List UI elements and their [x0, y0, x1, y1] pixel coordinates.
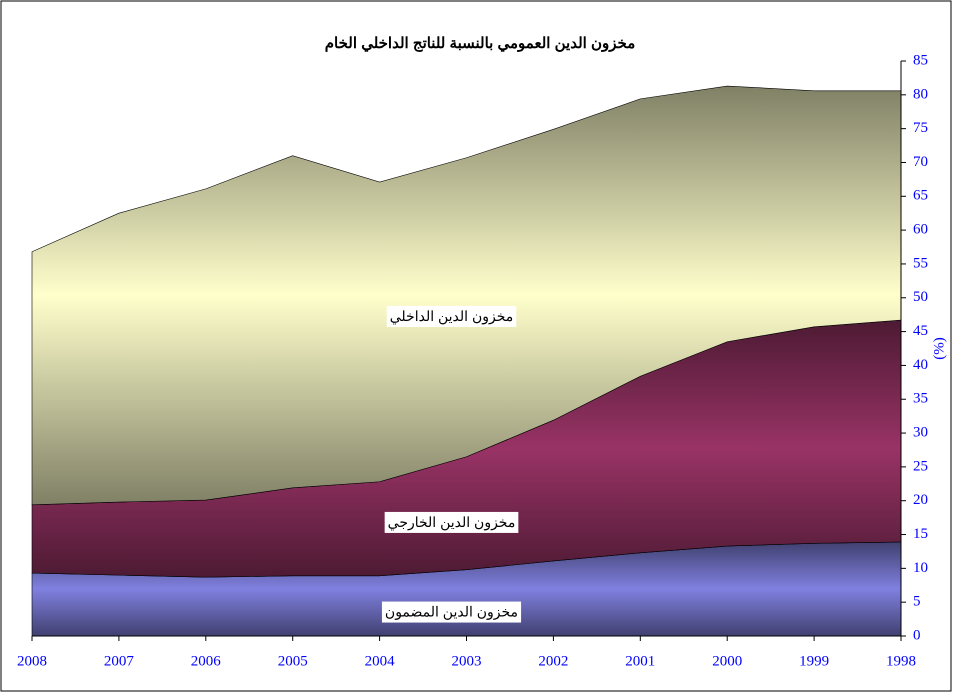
x-tick-label: 1999 — [799, 653, 829, 669]
x-tick-label: 2001 — [625, 653, 655, 669]
y-tick-label: 75 — [913, 120, 928, 136]
y-tick-label: 35 — [913, 391, 928, 407]
y-tick-label: 80 — [913, 86, 928, 102]
x-tick-label: 2003 — [452, 653, 482, 669]
x-tick-label: 2007 — [104, 653, 135, 669]
x-tick-label: 1998 — [886, 653, 916, 669]
y-axis-label: (%) — [931, 337, 947, 360]
series-label-bg — [384, 511, 519, 533]
y-tick-label: 60 — [913, 222, 928, 238]
y-tick-label: 45 — [913, 323, 928, 339]
chart-title: مخزون الدين العمومي بالنسبة للناتج الداخ… — [325, 35, 635, 53]
y-tick-label: 55 — [913, 255, 928, 271]
x-tick-label: 2004 — [365, 653, 396, 669]
y-tick-label: 50 — [913, 289, 928, 305]
y-tick-label: 65 — [913, 188, 928, 204]
x-tick-label: 2008 — [17, 653, 47, 669]
y-tick-label: 15 — [913, 526, 928, 542]
y-tick-label: 40 — [913, 357, 928, 373]
y-tick-label: 0 — [913, 627, 921, 643]
series-label: مخزون الدين المضمون — [385, 604, 518, 621]
y-tick-label: 30 — [913, 424, 928, 440]
y-tick-label: 70 — [913, 154, 928, 170]
series-label: مخزون الدين الخارجي — [388, 514, 516, 531]
y-tick-label: 20 — [913, 492, 928, 508]
y-tick-label: 10 — [913, 560, 928, 576]
y-tick-label: 25 — [913, 458, 928, 474]
x-tick-label: 2006 — [191, 653, 222, 669]
series-label-bg — [381, 601, 522, 623]
series-label-bg — [386, 305, 517, 327]
y-tick-label: 85 — [913, 52, 928, 68]
series-label: مخزون الدين الداخلي — [390, 308, 514, 325]
y-tick-label: 5 — [913, 594, 921, 610]
x-tick-label: 2005 — [278, 653, 308, 669]
x-tick-label: 2000 — [712, 653, 742, 669]
x-tick-label: 2002 — [538, 653, 568, 669]
